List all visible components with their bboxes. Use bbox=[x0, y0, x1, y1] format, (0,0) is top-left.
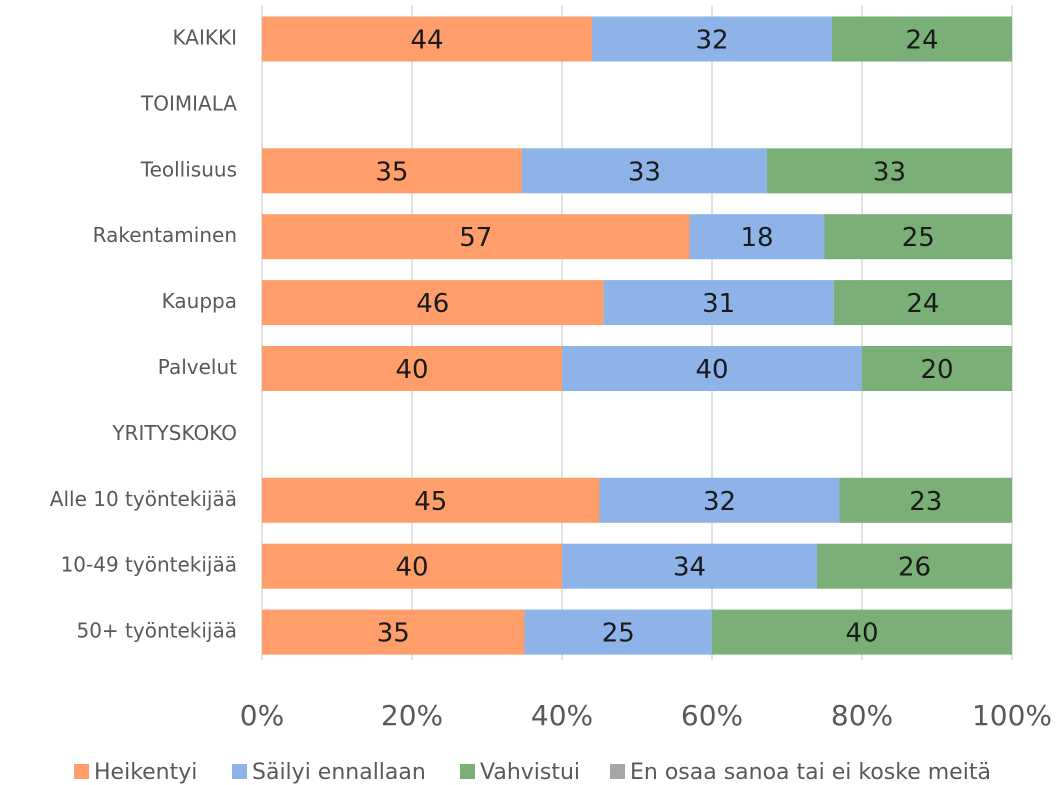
bar-segment bbox=[824, 214, 1012, 260]
data-label: 25 bbox=[602, 619, 635, 649]
data-label: 24 bbox=[905, 26, 938, 56]
bar-segment bbox=[562, 346, 862, 391]
y-tick-label: Teollisuus bbox=[140, 157, 237, 181]
bar-segment bbox=[862, 346, 1012, 391]
data-label: 40 bbox=[695, 355, 728, 385]
bar-segment bbox=[603, 280, 834, 326]
data-label: 18 bbox=[740, 223, 773, 253]
y-tick-label: Rakentaminen bbox=[93, 223, 237, 247]
bar-segment bbox=[262, 214, 690, 260]
data-label: 44 bbox=[410, 26, 443, 56]
legend-swatch bbox=[460, 764, 475, 779]
data-label: 33 bbox=[628, 157, 661, 187]
y-tick-label: TOIMIALA bbox=[140, 91, 237, 115]
bar-segment bbox=[262, 477, 600, 523]
data-label: 57 bbox=[459, 223, 492, 253]
legend-label: Säilyi ennallaan bbox=[252, 760, 426, 785]
y-tick-label: Kauppa bbox=[162, 289, 237, 313]
data-label: 23 bbox=[909, 487, 942, 517]
x-tick-label: 100% bbox=[972, 699, 1052, 732]
bar-segment bbox=[262, 543, 562, 589]
bar-segment bbox=[766, 148, 1012, 194]
y-tick-label: Palvelut bbox=[158, 355, 237, 379]
bar-segment bbox=[262, 346, 562, 391]
x-tick-label: 20% bbox=[381, 699, 443, 732]
data-label: 34 bbox=[673, 553, 706, 583]
bar-segment bbox=[817, 543, 1012, 589]
legend-label: Heikentyi bbox=[94, 760, 197, 785]
data-label: 33 bbox=[873, 157, 906, 187]
bar-segment bbox=[592, 16, 832, 62]
bar-segment bbox=[521, 148, 767, 194]
x-tick-label: 60% bbox=[681, 699, 743, 732]
bar-segment bbox=[712, 609, 1012, 655]
data-label: 26 bbox=[898, 553, 931, 583]
data-label: 31 bbox=[702, 289, 735, 319]
bar-segment bbox=[262, 16, 592, 62]
y-tick-label: 50+ työntekijää bbox=[76, 619, 237, 643]
data-label: 32 bbox=[695, 26, 728, 56]
data-label: 32 bbox=[703, 487, 736, 517]
data-label: 46 bbox=[416, 289, 449, 319]
bar-segment bbox=[833, 280, 1012, 326]
y-tick-label: 10-49 työntekijää bbox=[61, 553, 237, 577]
bar-segment bbox=[262, 609, 525, 655]
data-label: 40 bbox=[845, 619, 878, 649]
legend-swatch bbox=[232, 764, 247, 779]
y-tick-label: Alle 10 työntekijää bbox=[50, 487, 237, 511]
bar-segment bbox=[524, 609, 712, 655]
bar-segment bbox=[839, 477, 1012, 523]
data-label: 40 bbox=[395, 355, 428, 385]
bar-segment bbox=[262, 280, 604, 326]
legend-swatch bbox=[74, 764, 89, 779]
data-label: 45 bbox=[414, 487, 447, 517]
data-label: 35 bbox=[377, 619, 410, 649]
legend-label: En osaa sanoa tai ei koske meitä bbox=[630, 760, 991, 785]
legend-swatch bbox=[610, 764, 625, 779]
y-tick-label: KAIKKI bbox=[173, 26, 237, 50]
y-tick-label: YRITYSKOKO bbox=[111, 421, 237, 445]
data-label: 40 bbox=[395, 553, 428, 583]
bar-segment bbox=[832, 16, 1012, 62]
bar-segment bbox=[562, 543, 817, 589]
legend-label: Vahvistui bbox=[480, 760, 580, 785]
data-label: 24 bbox=[906, 289, 939, 319]
x-tick-label: 40% bbox=[531, 699, 593, 732]
bar-segment bbox=[599, 477, 840, 523]
x-tick-label: 80% bbox=[831, 699, 893, 732]
bar-segment bbox=[689, 214, 825, 260]
x-tick-label: 0% bbox=[240, 699, 284, 732]
data-label: 20 bbox=[920, 355, 953, 385]
data-label: 25 bbox=[902, 223, 935, 253]
data-label: 35 bbox=[375, 157, 408, 187]
bar-segment bbox=[262, 148, 522, 194]
